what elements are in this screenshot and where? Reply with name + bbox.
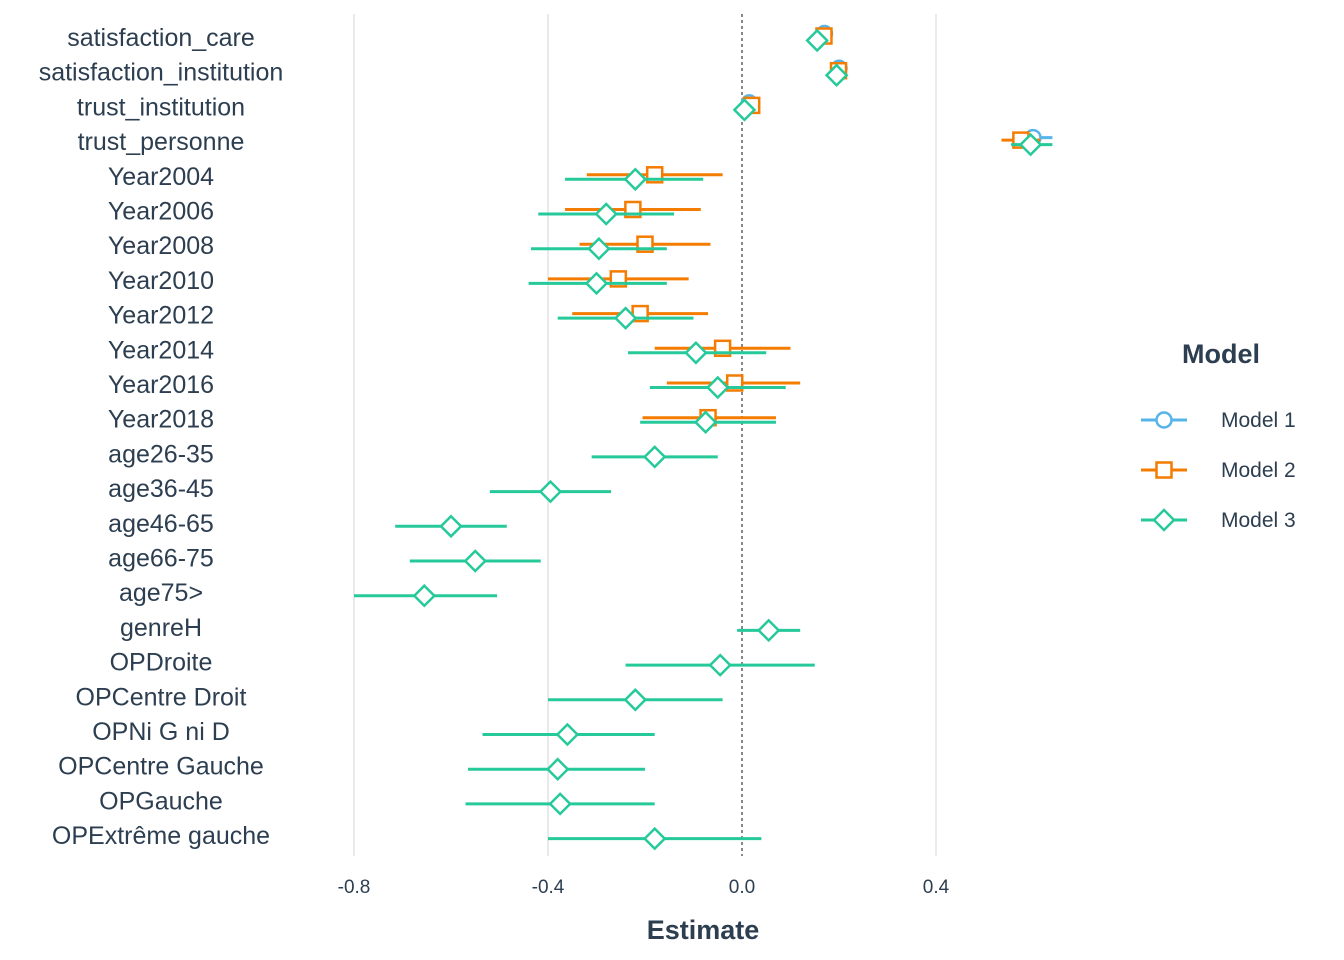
legend-item: Model 3 (1141, 508, 1296, 532)
legend-key-marker (1155, 411, 1173, 429)
estimate-point (545, 757, 570, 781)
term-label: OPExtrême gauche (52, 822, 270, 850)
term-label: satisfaction_care (67, 24, 255, 52)
term-label: Year2008 (108, 232, 214, 260)
x-tick-label: 0.4 (923, 877, 950, 898)
estimate-point (623, 688, 648, 712)
grid-lines (353, 14, 937, 856)
legend-label: Model 3 (1221, 509, 1296, 532)
term-label: age36-45 (108, 475, 214, 503)
legend-key-marker (1155, 461, 1173, 479)
legend-key-marker (1152, 508, 1176, 532)
estimate-point (642, 826, 667, 851)
term-label: age66-75 (108, 545, 214, 573)
term-label: age46-65 (108, 510, 214, 538)
term-label: Year2004 (108, 163, 214, 191)
estimate-point (584, 271, 609, 296)
estimate-point (623, 167, 648, 192)
estimate-marks (354, 24, 1053, 851)
estimate-point (555, 722, 580, 747)
legend-item: Model 1 (1141, 409, 1296, 432)
estimate-point (693, 410, 718, 434)
estimate-point (548, 792, 572, 816)
term-label: genreH (120, 614, 202, 642)
term-label: OPCentre Gauche (58, 753, 264, 781)
estimate-point (805, 28, 829, 53)
term-label: age75> (119, 579, 203, 607)
estimate-point (1018, 132, 1043, 157)
estimate-point (708, 653, 732, 677)
term-label: OPDroite (110, 649, 213, 677)
estimate-point (684, 341, 708, 365)
estimate-point (594, 202, 618, 226)
x-axis-title: Estimate (647, 915, 760, 945)
legend: Model Model 1 Model 2 Model 3 (1141, 339, 1296, 532)
series-model-3 (354, 28, 1053, 851)
term-label: Year2014 (108, 336, 214, 364)
x-tick-label: -0.8 (338, 877, 371, 898)
term-label: Year2010 (108, 267, 214, 295)
estimate-point (412, 583, 437, 608)
estimate-point (732, 98, 757, 122)
term-label: Year2016 (108, 371, 214, 399)
legend-label: Model 2 (1221, 459, 1296, 482)
estimate-point (705, 375, 730, 400)
term-label: age26-35 (108, 440, 214, 468)
term-label: OPCentre Droit (76, 683, 247, 711)
series-model-1 (740, 24, 1053, 147)
estimate-point (824, 63, 849, 87)
term-label: OPNi G ni D (92, 718, 230, 746)
estimate-point (538, 479, 563, 504)
term-label: OPGauche (99, 787, 223, 815)
legend-item: Model 2 (1141, 459, 1296, 482)
estimate-point (613, 306, 638, 330)
x-tick-label: 0.0 (729, 877, 755, 898)
estimate-point (756, 618, 781, 643)
legend-title: Model (1182, 339, 1260, 369)
estimate-point (587, 236, 611, 261)
series-model-2 (548, 27, 1041, 427)
term-label: trust_personne (78, 128, 245, 156)
legend-label: Model 1 (1221, 409, 1296, 432)
term-label: Year2018 (108, 406, 214, 434)
term-label: satisfaction_institution (39, 59, 284, 87)
estimate-point (439, 514, 463, 539)
term-labels: satisfaction_care satisfaction_institutio… (39, 24, 284, 850)
estimate-point (642, 445, 667, 469)
x-axis-ticks: -0.8 -0.4 0.0 0.4 (338, 877, 950, 898)
term-label: trust_institution (77, 93, 245, 121)
legend-items: Model 1 Model 2 Model 3 (1141, 409, 1296, 532)
estimate-point (463, 549, 488, 573)
x-tick-label: -0.4 (532, 877, 565, 898)
term-label: Year2012 (108, 302, 214, 330)
term-label: Year2006 (108, 198, 214, 226)
